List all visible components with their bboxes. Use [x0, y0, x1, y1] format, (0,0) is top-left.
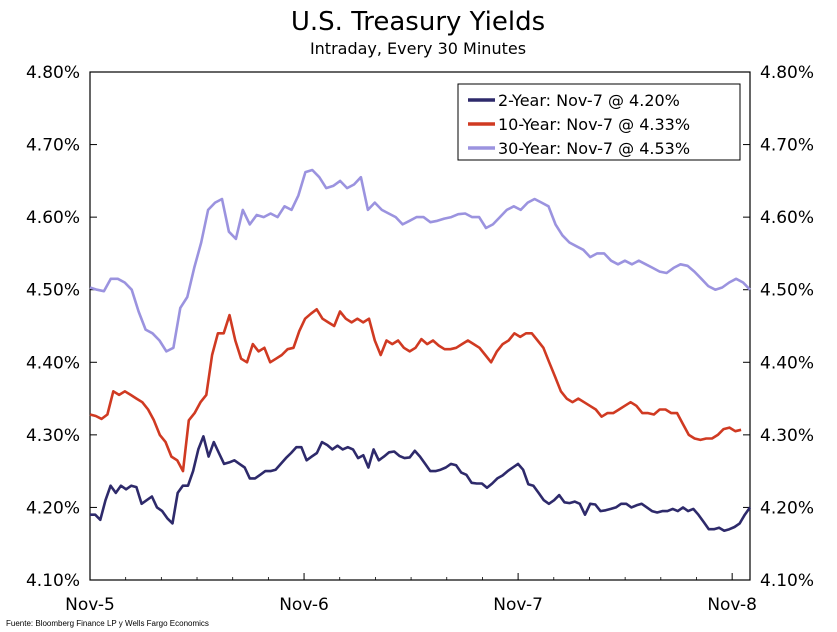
source-note: Fuente: Bloomberg Finance LP y Wells Far…	[6, 619, 209, 628]
y-tick-label-right: 4.10%	[760, 571, 814, 591]
y-tick-label-right: 4.60%	[760, 208, 814, 228]
x-tick-label: Nov-6	[279, 595, 329, 615]
y-tick-label-left: 4.40%	[26, 353, 80, 373]
y-tick-label-left: 4.30%	[26, 426, 80, 446]
y-tick-label-left: 4.10%	[26, 571, 80, 591]
chart-title: U.S. Treasury Yields	[291, 7, 545, 37]
x-tick-label: Nov-5	[65, 595, 115, 615]
y-tick-label-left: 4.20%	[26, 498, 80, 518]
x-tick-label: Nov-7	[493, 595, 543, 615]
y-tick-label-right: 4.50%	[760, 281, 814, 301]
y-axis-left: 4.10% 4.20% 4.30% 4.40% 4.50% 4.60% 4.70% 4.80%	[26, 63, 97, 591]
series-30-year-line	[89, 168, 751, 353]
y-tick-label-right: 4.80%	[760, 63, 814, 83]
x-axis: Nov-5 Nov-6 Nov-7 Nov-8	[65, 573, 757, 615]
y-tick-label-left: 4.70%	[26, 136, 80, 156]
x-tick-label: Nov-8	[707, 595, 757, 615]
y-tick-label-right: 4.30%	[760, 426, 814, 446]
y-tick-label-left: 4.60%	[26, 208, 80, 228]
series-lines	[89, 168, 752, 533]
y-tick-label-left: 4.80%	[26, 63, 80, 83]
legend-box	[457, 83, 741, 161]
chart-subtitle: Intraday, Every 30 Minutes	[310, 39, 526, 58]
legend-label-2-year: 2-Year: Nov-7 @ 4.20%	[498, 91, 680, 110]
series-10-year-line	[89, 307, 742, 473]
y-tick-label-right: 4.20%	[760, 498, 814, 518]
y-axis-right: 4.10% 4.20% 4.30% 4.40% 4.50% 4.60% 4.70% 4.80%	[743, 63, 814, 591]
y-tick-label-left: 4.50%	[26, 281, 80, 301]
legend-label-30-year: 30-Year: Nov-7 @ 4.53%	[498, 139, 690, 158]
series-2-year-line	[90, 434, 752, 533]
y-tick-label-right: 4.70%	[760, 136, 814, 156]
legend-label-10-year: 10-Year: Nov-7 @ 4.33%	[498, 115, 690, 134]
legend: 2-Year: Nov-7 @ 4.20% 10-Year: Nov-7 @ 4…	[457, 83, 741, 161]
y-tick-label-right: 4.40%	[760, 353, 814, 373]
